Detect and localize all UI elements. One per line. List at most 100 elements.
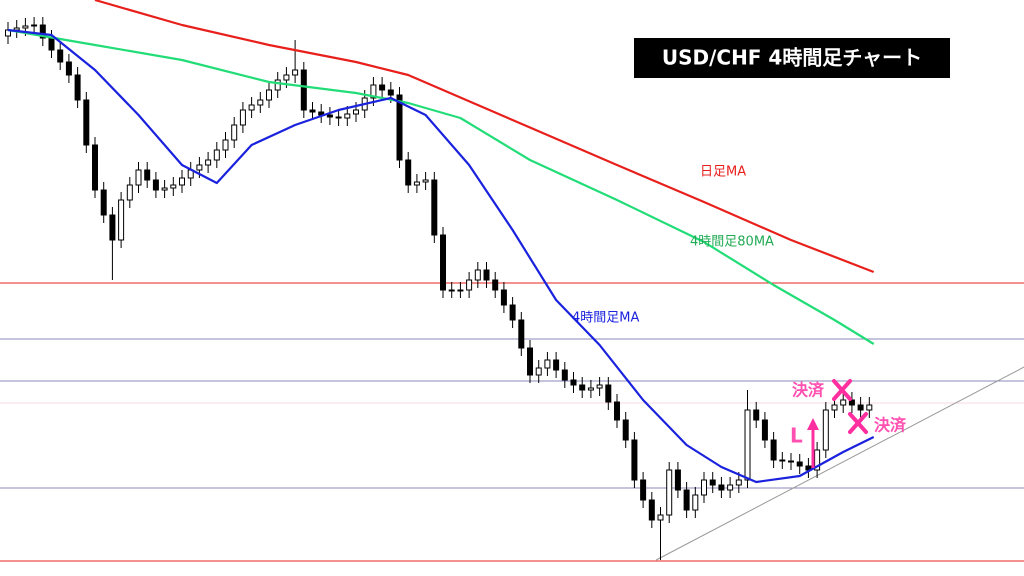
- candle-body: [135, 169, 142, 186]
- exit-mark: [832, 379, 868, 434]
- candle-body: [431, 179, 438, 236]
- candle-body: [39, 24, 46, 39]
- candle-body: [100, 189, 107, 216]
- candle-body: [109, 214, 116, 241]
- candle-body: [500, 289, 507, 306]
- candle-body: [353, 109, 360, 115]
- candle-body: [605, 384, 612, 403]
- candle-body: [48, 37, 55, 51]
- candle-body: [553, 359, 560, 371]
- candle-body: [326, 114, 333, 118]
- ma-line: [7, 28, 875, 345]
- candle-body: [527, 347, 534, 376]
- candle-body: [457, 289, 464, 292]
- candle-body: [474, 269, 481, 281]
- series-label: 4時間足MA: [572, 311, 639, 326]
- ma-line: [94, 0, 875, 274]
- candle-body: [788, 460, 795, 463]
- candle-body: [744, 409, 751, 481]
- candle-body: [727, 484, 734, 491]
- candle-body: [205, 159, 212, 166]
- candle-body: [622, 419, 629, 441]
- candle-body: [718, 484, 725, 491]
- annotation: L: [790, 424, 803, 448]
- candle-body: [196, 164, 203, 171]
- candle-body: [692, 494, 699, 511]
- candle-body: [387, 89, 394, 96]
- candle-body: [587, 387, 594, 391]
- candle-body: [509, 304, 516, 321]
- candle-body: [274, 79, 281, 91]
- candle-body: [753, 409, 760, 421]
- candle-body: [22, 25, 29, 29]
- candle-body: [822, 409, 829, 451]
- candle-body: [74, 74, 81, 101]
- candle-body: [796, 461, 803, 467]
- trend-line: [655, 366, 1024, 561]
- candle-body: [248, 104, 255, 111]
- candle-body: [483, 269, 490, 281]
- candle-body: [831, 404, 838, 411]
- candle-body: [631, 439, 638, 481]
- candle-body: [683, 489, 690, 511]
- candle-body: [840, 399, 847, 406]
- candle-body: [92, 144, 99, 191]
- candle-body: [31, 24, 38, 27]
- candle-body: [648, 499, 655, 521]
- candle-body: [57, 49, 64, 63]
- candle-body: [709, 479, 716, 486]
- series-label: 4時間足80MA: [690, 235, 774, 250]
- candle-body: [152, 179, 159, 191]
- candle-body: [283, 74, 290, 81]
- candle-body: [640, 479, 647, 501]
- candle-body: [440, 234, 447, 291]
- candle-body: [344, 113, 351, 119]
- ma-line: [7, 28, 875, 484]
- candle-body: [466, 279, 473, 291]
- candle-body: [579, 384, 586, 391]
- candle-body: [379, 84, 386, 91]
- chart-title: USD/CHF 4時間足チャート: [662, 46, 922, 70]
- candle-body: [144, 169, 151, 181]
- candle-body: [83, 99, 90, 146]
- candle-body: [770, 439, 777, 461]
- candle-body: [396, 94, 403, 161]
- candle-body: [170, 184, 177, 189]
- candle-body: [448, 289, 455, 292]
- candle-body: [561, 369, 568, 381]
- candle-body: [161, 187, 168, 191]
- candle-body: [179, 177, 186, 186]
- candle-body: [300, 69, 307, 111]
- candle-body: [370, 84, 377, 99]
- candle-body: [405, 159, 412, 186]
- candle-body: [492, 279, 499, 291]
- candle-body: [596, 384, 603, 389]
- candle-body: [666, 469, 673, 516]
- candle-body: [213, 149, 220, 161]
- candle-body: [239, 109, 246, 126]
- candle-body: [65, 61, 72, 76]
- candle-body: [857, 404, 864, 411]
- candle-body: [535, 367, 542, 376]
- candle-body: [866, 404, 873, 411]
- series-label: 日足MA: [700, 165, 746, 180]
- candle-body: [814, 449, 821, 471]
- candle-body: [222, 139, 229, 151]
- candle-body: [614, 401, 621, 421]
- candle-body: [266, 89, 273, 101]
- candle-body: [413, 181, 420, 186]
- candle-body: [335, 116, 342, 119]
- candle-body: [570, 379, 577, 386]
- entry-arrow: [807, 418, 819, 468]
- candle-body: [701, 479, 708, 496]
- candle-body: [257, 99, 264, 106]
- candle-body: [657, 514, 664, 521]
- title-box: [634, 38, 950, 78]
- candle-body: [544, 359, 551, 369]
- candle-body: [779, 459, 786, 462]
- candle-body: [292, 69, 299, 76]
- candle-body: [761, 419, 768, 441]
- candle-body: [126, 184, 133, 201]
- candle-body: [118, 199, 125, 241]
- candle-body: [422, 179, 429, 183]
